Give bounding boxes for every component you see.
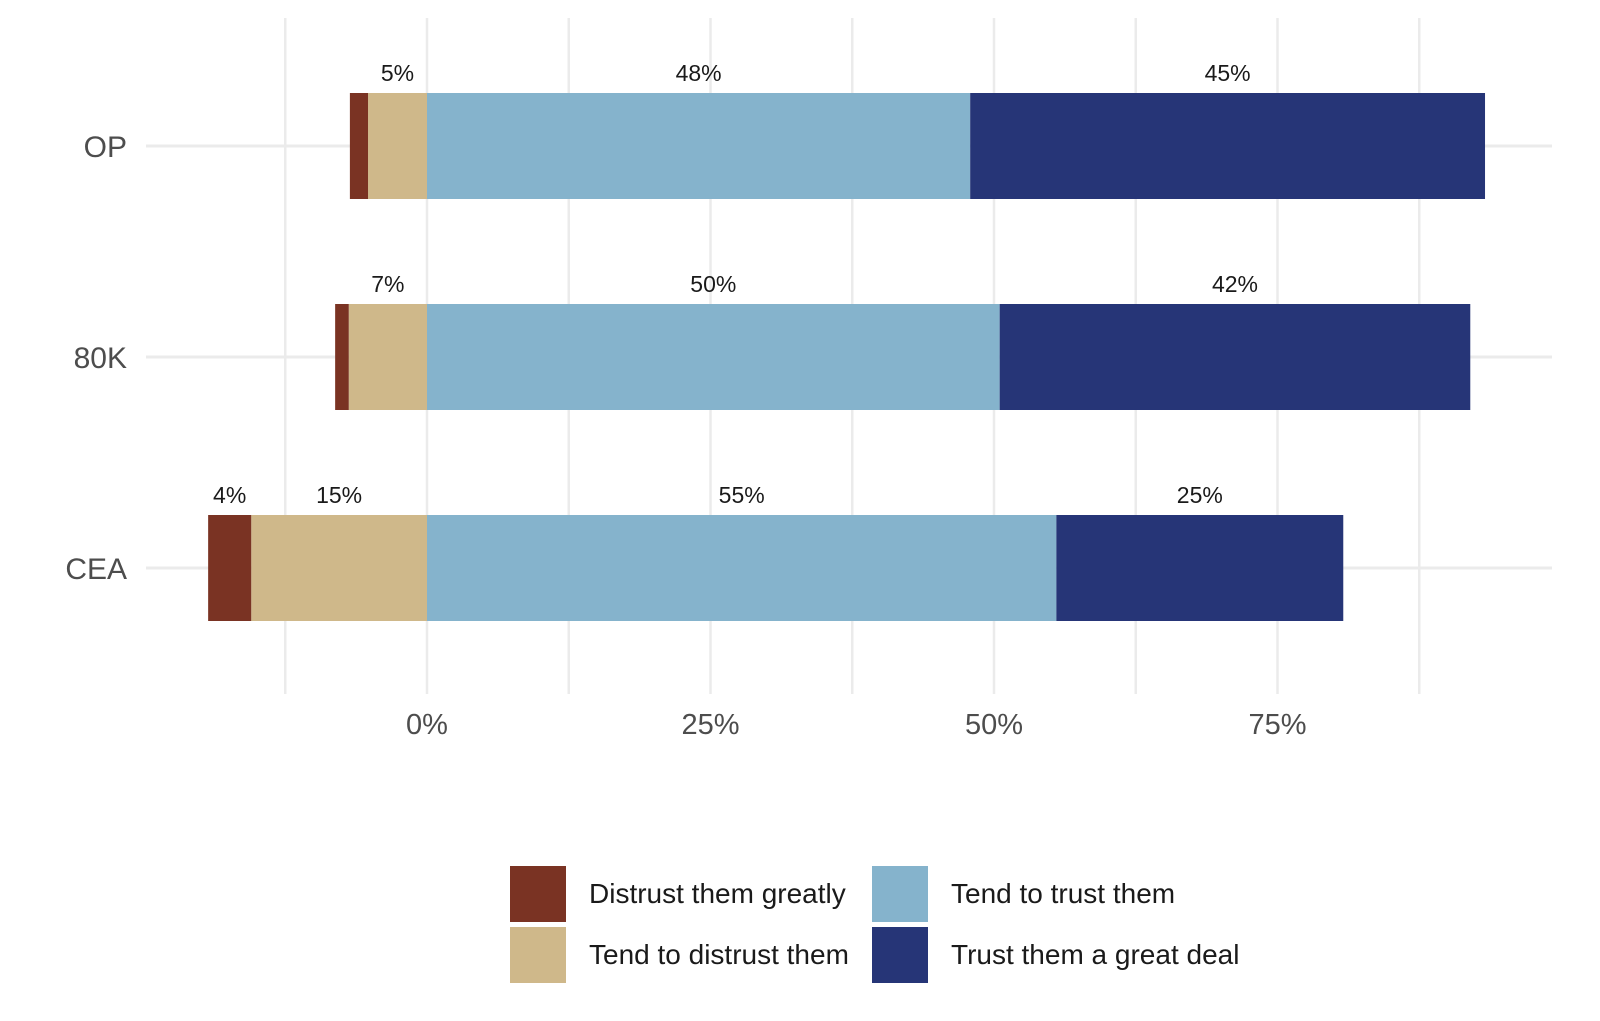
legend: Distrust them greatly Tend to distrust t… — [510, 866, 1270, 996]
y-tick-label: CEA — [65, 553, 127, 586]
bar-distrust-them-greatly — [349, 93, 369, 199]
y-tick-label: OP — [84, 131, 127, 164]
bar-tend-to-trust-them — [427, 515, 1057, 621]
legend-swatch — [510, 927, 566, 983]
bar-tend-to-trust-them — [427, 93, 971, 199]
bar-trust-them-a-great-deal — [999, 304, 1471, 410]
legend-swatch — [510, 866, 566, 922]
bar-trust-them-a-great-deal — [1056, 515, 1344, 621]
bar-tend-to-distrust-them — [251, 515, 427, 621]
legend-swatch — [872, 866, 928, 922]
data-label: 45% — [1205, 60, 1251, 86]
data-label: 15% — [316, 482, 362, 508]
x-tick-label: 0% — [406, 709, 448, 741]
legend-swatch — [872, 927, 928, 983]
legend-item-tend-distrust: Tend to distrust them — [510, 927, 849, 983]
data-label: 7% — [371, 271, 404, 297]
bar-tend-to-distrust-them — [368, 93, 427, 199]
legend-label: Distrust them greatly — [589, 878, 846, 909]
bar-tend-to-distrust-them — [348, 304, 427, 410]
x-tick-label: 25% — [681, 709, 739, 741]
bar-tend-to-trust-them — [427, 304, 1000, 410]
data-label: 5% — [381, 60, 414, 86]
bars — [208, 93, 1486, 621]
bar-distrust-them-greatly — [208, 515, 252, 621]
legend-item-distrust-greatly: Distrust them greatly — [510, 866, 846, 922]
data-label: 50% — [690, 271, 736, 297]
x-tick-label: 50% — [965, 709, 1023, 741]
bar-distrust-them-greatly — [335, 304, 349, 410]
data-label: 55% — [719, 482, 765, 508]
legend-label: Tend to trust them — [951, 878, 1176, 909]
data-labels: 5% 48% 45% 7% 50% 42% 15% 4% 55% 25% — [213, 60, 1258, 508]
legend-label: Tend to distrust them — [589, 939, 849, 970]
data-label: 25% — [1177, 482, 1223, 508]
data-label: 48% — [676, 60, 722, 86]
y-tick-label: 80K — [74, 342, 127, 375]
x-tick-label: 75% — [1248, 709, 1306, 741]
legend-item-trust-great-deal: Trust them a great deal — [872, 927, 1239, 983]
data-label: 4% — [213, 482, 246, 508]
data-label: 42% — [1212, 271, 1258, 297]
axes: OP 80K CEA 0% 25% 50% 75% — [65, 131, 1306, 741]
bar-trust-them-a-great-deal — [970, 93, 1486, 199]
legend-label: Trust them a great deal — [951, 939, 1240, 970]
legend-item-tend-trust: Tend to trust them — [872, 866, 1175, 922]
